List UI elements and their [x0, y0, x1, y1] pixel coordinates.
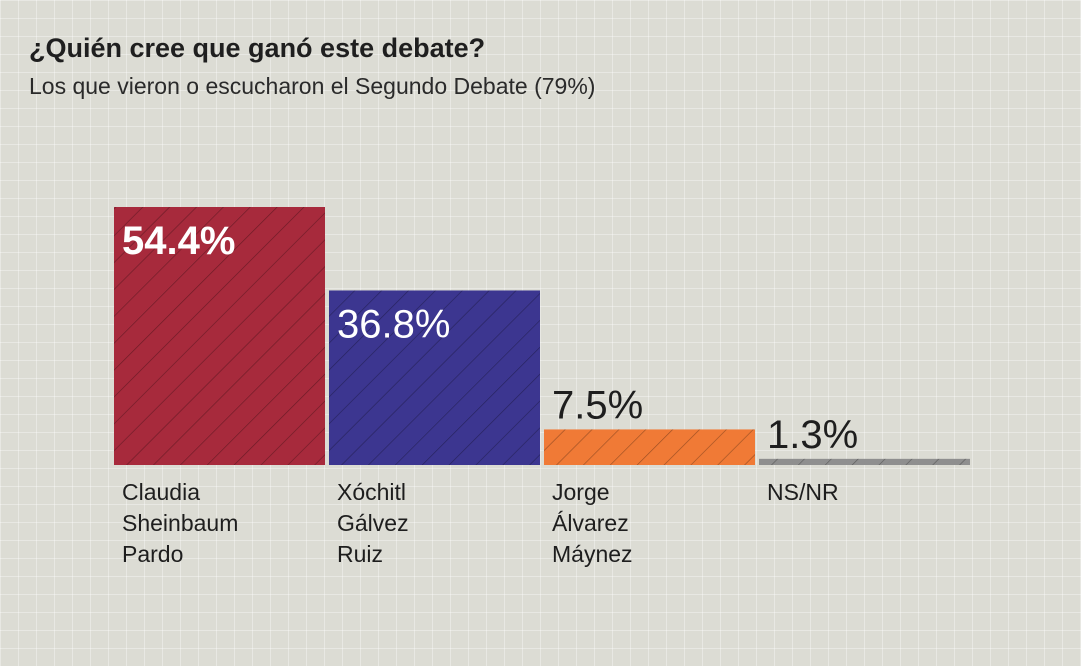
category-label-3: NS/NR	[767, 479, 839, 505]
bar-group-2: 7.5% Jorge Álvarez Máynez	[544, 383, 755, 567]
category-label-3-line-0: NS/NR	[767, 479, 839, 505]
bar-hatch-2	[544, 429, 755, 465]
bar-group-3: 1.3% NS/NR	[759, 413, 970, 505]
value-label-0: 54.4%	[122, 219, 235, 263]
bar-group-1: 36.8% Xóchitl Gálvez Ruiz	[329, 290, 540, 567]
bar-hatch-1	[329, 290, 540, 465]
category-label-2-line-0: Jorge	[552, 479, 610, 505]
category-label-0-line-1: Sheinbaum	[122, 510, 238, 536]
value-label-2: 7.5%	[552, 383, 643, 427]
value-label-1: 36.8%	[337, 302, 450, 346]
value-label-3: 1.3%	[767, 413, 858, 457]
category-label-0-line-0: Claudia	[122, 479, 200, 505]
category-label-2: Jorge Álvarez Máynez	[552, 479, 633, 567]
category-label-1-line-2: Ruiz	[337, 541, 383, 567]
category-label-1-line-1: Gálvez	[337, 510, 409, 536]
chart-subtitle: Los que vieron o escucharon el Segundo D…	[29, 73, 596, 99]
category-label-0-line-2: Pardo	[122, 541, 183, 567]
bar-group-0: 54.4% Claudia Sheinbaum Pardo	[114, 207, 325, 567]
category-label-1-line-0: Xóchitl	[337, 479, 406, 505]
chart-title: ¿Quién cree que ganó este debate?	[29, 33, 486, 63]
category-label-2-line-2: Máynez	[552, 541, 633, 567]
category-label-0: Claudia Sheinbaum Pardo	[122, 479, 238, 567]
bar-hatch-0	[114, 207, 325, 465]
category-label-1: Xóchitl Gálvez Ruiz	[337, 479, 409, 567]
category-label-2-line-1: Álvarez	[552, 510, 629, 536]
bar-hatch-3	[759, 458, 970, 465]
